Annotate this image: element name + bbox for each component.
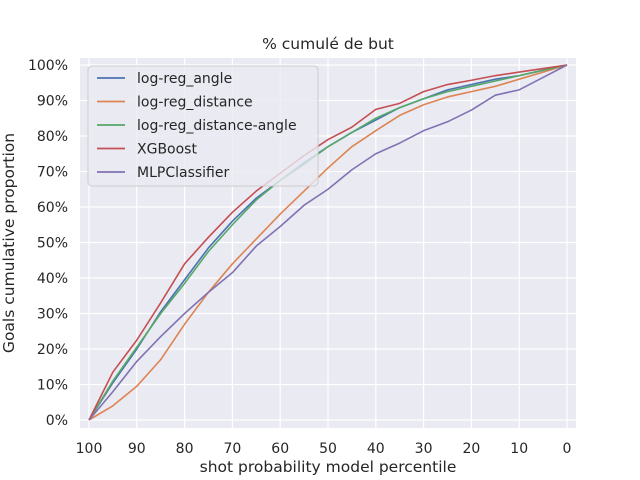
legend-label: log-reg_distance-angle — [137, 118, 297, 134]
x-tick-labels: 100 90 80 70 60 50 40 30 20 10 0 — [76, 441, 572, 457]
legend-label: MLPClassifier — [137, 165, 229, 181]
y-tick-label: 90% — [37, 94, 68, 110]
x-tick-label: 50 — [319, 441, 337, 457]
series-line-xgboost — [88, 64, 568, 421]
series-lines — [88, 64, 568, 421]
series-line-mlpclassifier — [88, 64, 568, 421]
x-tick-label: 0 — [563, 441, 572, 457]
x-tick-label: 70 — [223, 441, 241, 457]
chart-title: % cumulé de but — [262, 35, 394, 53]
y-tick-labels: 0% 10% 20% 30% 40% 50% 60% 70% 80% 90% 100% — [28, 58, 68, 429]
x-tick-label: 40 — [367, 441, 385, 457]
y-tick-label: 60% — [37, 200, 68, 216]
y-tick-label: 70% — [37, 165, 68, 181]
y-tick-label: 0% — [46, 413, 68, 429]
y-axis-label: Goals cumulative proportion — [0, 133, 18, 353]
legend-label: log-reg_distance — [137, 95, 253, 111]
x-tick-label: 60 — [271, 441, 289, 457]
x-tick-label: 20 — [462, 441, 480, 457]
y-tick-label: 10% — [37, 378, 68, 394]
y-tick-label: 30% — [37, 307, 68, 323]
y-tick-label: 100% — [28, 58, 68, 74]
legend-box — [87, 65, 319, 187]
x-tick-label: 90 — [128, 441, 146, 457]
x-tick-label: 100 — [76, 441, 103, 457]
x-tick-label: 10 — [510, 441, 528, 457]
y-tick-label: 50% — [37, 236, 68, 252]
x-tick-label: 30 — [415, 441, 433, 457]
x-tick-label: 80 — [176, 441, 194, 457]
legend: log-reg_angle log-reg_distance log-reg_dis… — [87, 65, 319, 187]
legend-label: log-reg_angle — [137, 71, 232, 87]
y-tick-label: 20% — [37, 342, 68, 358]
legend-label: XGBoost — [137, 142, 197, 158]
series-line-log-reg-distance — [88, 64, 568, 421]
y-tick-label: 40% — [37, 271, 68, 287]
series-line-log-reg-distance-angle — [88, 64, 568, 421]
y-tick-label: 80% — [37, 129, 68, 145]
x-axis-label: shot probability model percentile — [200, 458, 457, 476]
